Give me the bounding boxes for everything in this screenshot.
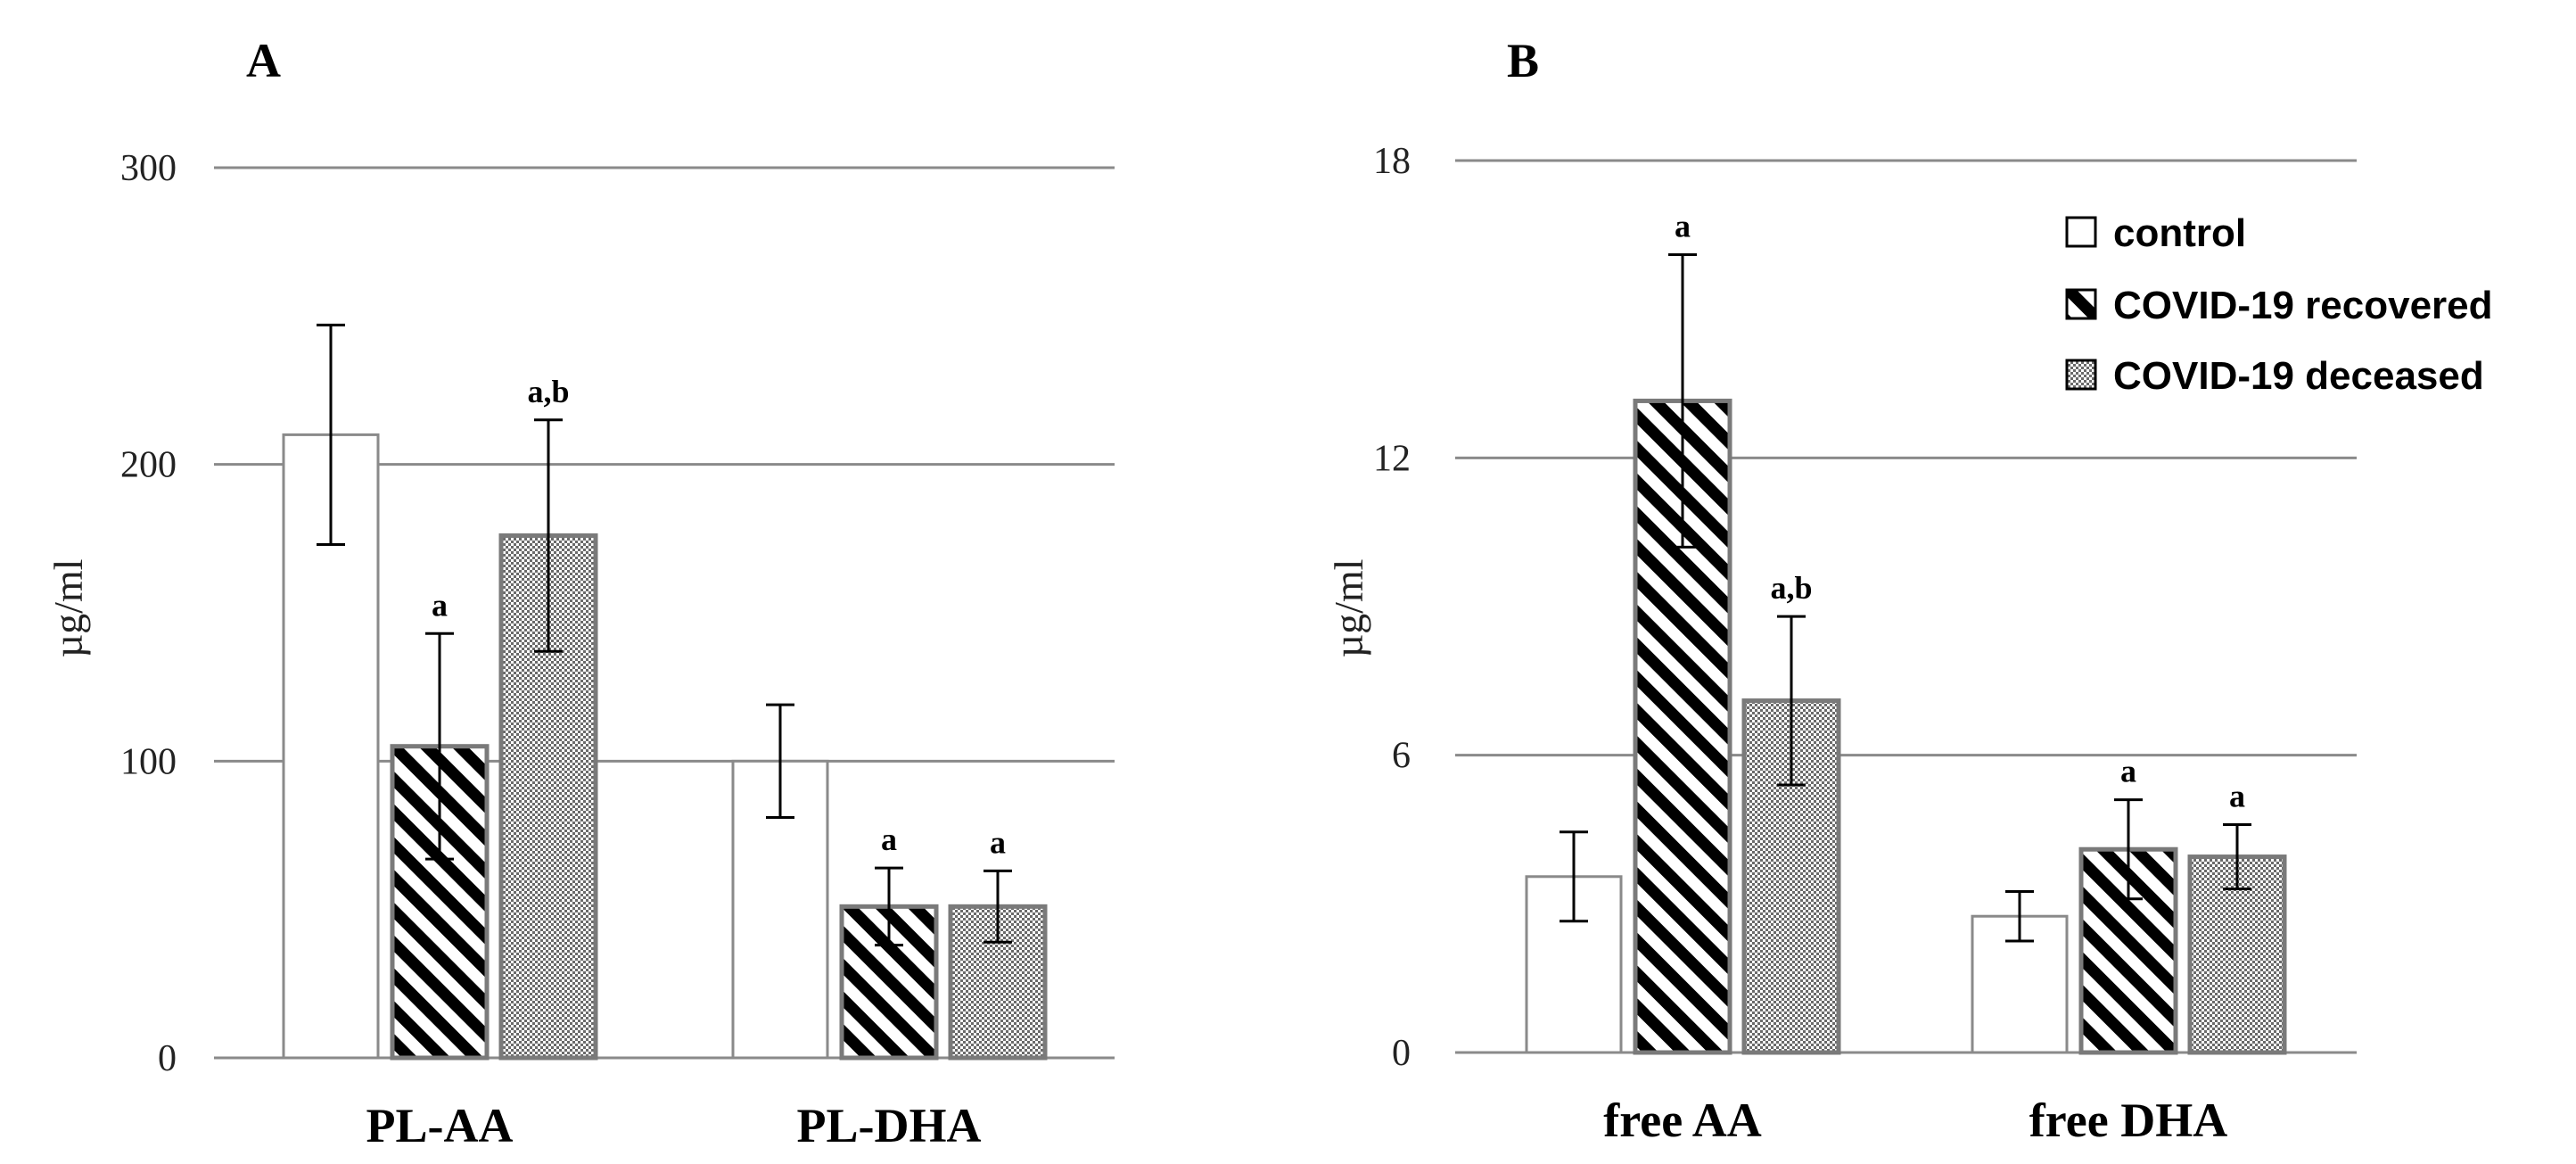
panel-a-significance-labels: a a,b a a [432, 374, 1006, 861]
panel-b-y-tick-label: 0 [1392, 1033, 1411, 1074]
panel-a-y-tick-label: 0 [158, 1038, 177, 1079]
legend: control COVID-19 recovered COVID-19 dece… [2065, 211, 2493, 398]
panel-a-category-label: PL-DHA [797, 1099, 982, 1152]
panel-a-bars [282, 433, 1048, 1061]
panel-b-significance-label: a [1675, 209, 1691, 244]
legend-swatch-control [2065, 216, 2097, 248]
panel-a-error-bars [317, 323, 1012, 947]
panel-a-error-bar-control-1 [766, 703, 794, 820]
panel-b-error-bar-deceased-1 [2223, 822, 2251, 891]
panel-a-y-tick-label: 200 [120, 445, 177, 486]
legend-item-control: control [2065, 211, 2246, 255]
panel-b-bars [1525, 398, 2287, 1055]
panel-a-significance-label: a [990, 824, 1006, 860]
legend-label-deceased: COVID-19 deceased [2113, 354, 2484, 398]
legend-item-deceased: COVID-19 deceased [2065, 354, 2484, 398]
panel-a-significance-label: a [432, 587, 448, 623]
panel-a-error-bar-control-0 [317, 323, 345, 546]
panel-a-significance-label: a,b [527, 374, 569, 409]
panel-b-error-bar-control-1 [2005, 889, 2034, 943]
panel-b-category-label: free DHA [2029, 1094, 2227, 1147]
panel-b-y-ticks: 0 6 12 18 [1373, 141, 1411, 1074]
panel-b-error-bar-deceased-0 [1777, 615, 1806, 787]
panel-b-significance-label: a [2229, 778, 2245, 813]
panel-b-letter: B [1507, 34, 1539, 87]
panel-a-error-bar-recovered-0 [425, 632, 454, 861]
panel-a-error-bar-recovered-1 [875, 866, 903, 947]
legend-label-control: control [2113, 211, 2246, 255]
panel-b-error-bar-recovered-1 [2114, 798, 2143, 901]
legend-swatch-recovered [2065, 288, 2097, 320]
panel-a: A µg/ml 0 100 200 300 a a,b a a PL-AA PL-DHA [45, 34, 1115, 1152]
panel-b-error-bar-recovered-0 [1668, 253, 1697, 549]
panel-a-significance-label: a [881, 821, 897, 857]
panel-b: B µg/ml 0 6 12 18 a a,b a a free AA free DHA [1326, 34, 2357, 1147]
panel-b-category-labels: free AA free DHA [1603, 1094, 2227, 1147]
panel-b-y-axis-title: µg/ml [1326, 559, 1371, 658]
legend-label-recovered: COVID-19 recovered [2113, 284, 2493, 327]
panel-a-y-ticks: 0 100 200 300 [120, 148, 177, 1079]
panel-b-significance-label: a,b [1770, 570, 1812, 606]
panel-b-category-label: free AA [1603, 1094, 1761, 1147]
panel-b-y-tick-label: 18 [1373, 141, 1411, 182]
panel-b-significance-label: a [2120, 754, 2136, 789]
panel-b-y-tick-label: 6 [1392, 736, 1411, 777]
panel-b-error-bar-control-0 [1560, 830, 1588, 923]
panel-b-significance-labels: a a,b a a [1675, 209, 2245, 814]
panel-a-error-bar-deceased-1 [983, 869, 1012, 944]
legend-swatch-deceased [2065, 359, 2097, 391]
panel-a-y-tick-label: 300 [120, 148, 177, 189]
panel-a-error-bar-deceased-0 [534, 418, 563, 653]
panel-b-error-bars [1560, 253, 2251, 943]
panel-a-y-tick-label: 100 [120, 741, 177, 782]
panel-a-category-labels: PL-AA PL-DHA [366, 1099, 982, 1152]
panel-a-bar-recovered-1 [839, 904, 939, 1061]
panel-b-y-tick-label: 12 [1373, 438, 1411, 479]
panel-a-letter: A [246, 34, 281, 87]
panel-a-y-axis-title: µg/ml [45, 559, 91, 658]
legend-item-recovered: COVID-19 recovered [2065, 284, 2493, 327]
panel-a-category-label: PL-AA [366, 1099, 514, 1152]
